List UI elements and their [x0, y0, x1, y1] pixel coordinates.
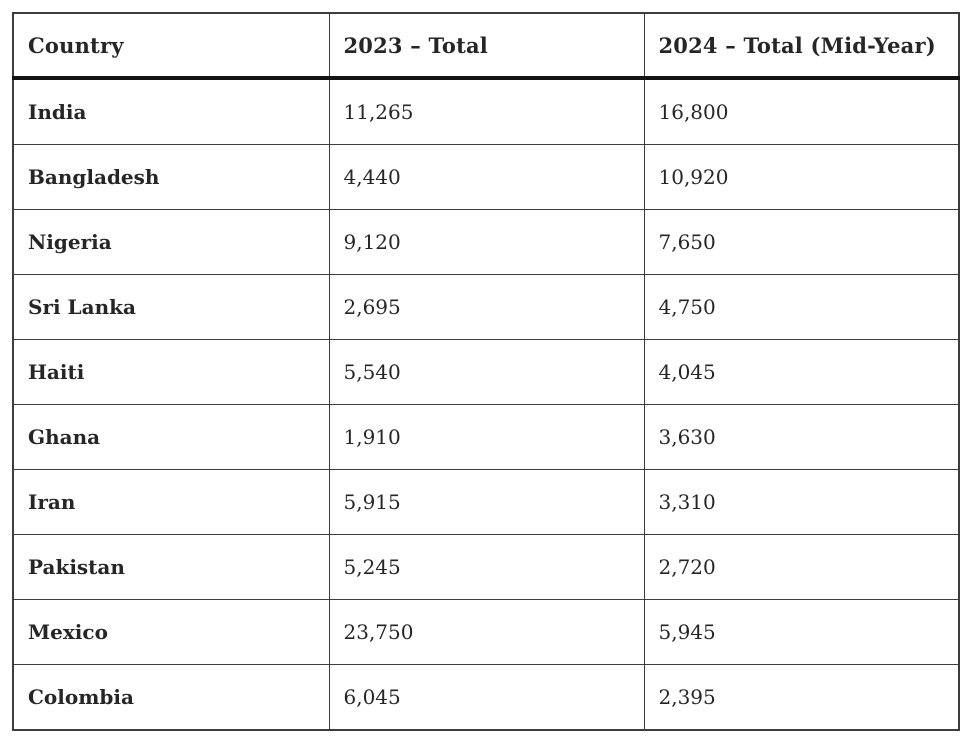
cell-2023-total: 5,245: [328, 534, 645, 600]
cell-2024-total: 4,750: [643, 274, 960, 340]
cell-2023-total: 23,750: [328, 599, 645, 665]
column-header-2023-total: 2023 – Total: [328, 12, 645, 80]
cell-2024-total: 3,630: [643, 404, 960, 470]
table-row: India 11,265 16,800: [12, 77, 960, 145]
cell-2024-total: 16,800: [643, 77, 960, 145]
cell-2024-total: 7,650: [643, 209, 960, 275]
cell-country: Pakistan: [12, 534, 330, 600]
cell-country: Nigeria: [12, 209, 330, 275]
cell-2023-total: 1,910: [328, 404, 645, 470]
table-row: Haiti 5,540 4,045: [12, 339, 960, 405]
table-row: Iran 5,915 3,310: [12, 469, 960, 535]
cell-country: Iran: [12, 469, 330, 535]
column-header-country: Country: [12, 12, 330, 80]
cell-2024-total: 4,045: [643, 339, 960, 405]
cell-country: Ghana: [12, 404, 330, 470]
header-row: Country 2023 – Total 2024 – Total (Mid-Y…: [12, 12, 960, 80]
cell-country: India: [12, 77, 330, 145]
cell-2023-total: 11,265: [328, 77, 645, 145]
country-totals-table: Country 2023 – Total 2024 – Total (Mid-Y…: [12, 12, 960, 731]
cell-country: Bangladesh: [12, 144, 330, 210]
table-row: Ghana 1,910 3,630: [12, 404, 960, 470]
cell-2023-total: 5,540: [328, 339, 645, 405]
cell-2024-total: 2,720: [643, 534, 960, 600]
table-row: Mexico 23,750 5,945: [12, 599, 960, 665]
cell-2023-total: 2,695: [328, 274, 645, 340]
table-row: Bangladesh 4,440 10,920: [12, 144, 960, 210]
cell-country: Haiti: [12, 339, 330, 405]
cell-2023-total: 6,045: [328, 664, 645, 731]
cell-2024-total: 2,395: [643, 664, 960, 731]
cell-2023-total: 5,915: [328, 469, 645, 535]
cell-country: Colombia: [12, 664, 330, 731]
cell-2024-total: 5,945: [643, 599, 960, 665]
table-row: Pakistan 5,245 2,720: [12, 534, 960, 600]
cell-2024-total: 3,310: [643, 469, 960, 535]
table-row: Sri Lanka 2,695 4,750: [12, 274, 960, 340]
cell-2023-total: 9,120: [328, 209, 645, 275]
cell-country: Mexico: [12, 599, 330, 665]
cell-2024-total: 10,920: [643, 144, 960, 210]
cell-2023-total: 4,440: [328, 144, 645, 210]
table-row: Nigeria 9,120 7,650: [12, 209, 960, 275]
table-row: Colombia 6,045 2,395: [12, 664, 960, 731]
column-header-2024-total-mid-year: 2024 – Total (Mid-Year): [643, 12, 960, 80]
cell-country: Sri Lanka: [12, 274, 330, 340]
